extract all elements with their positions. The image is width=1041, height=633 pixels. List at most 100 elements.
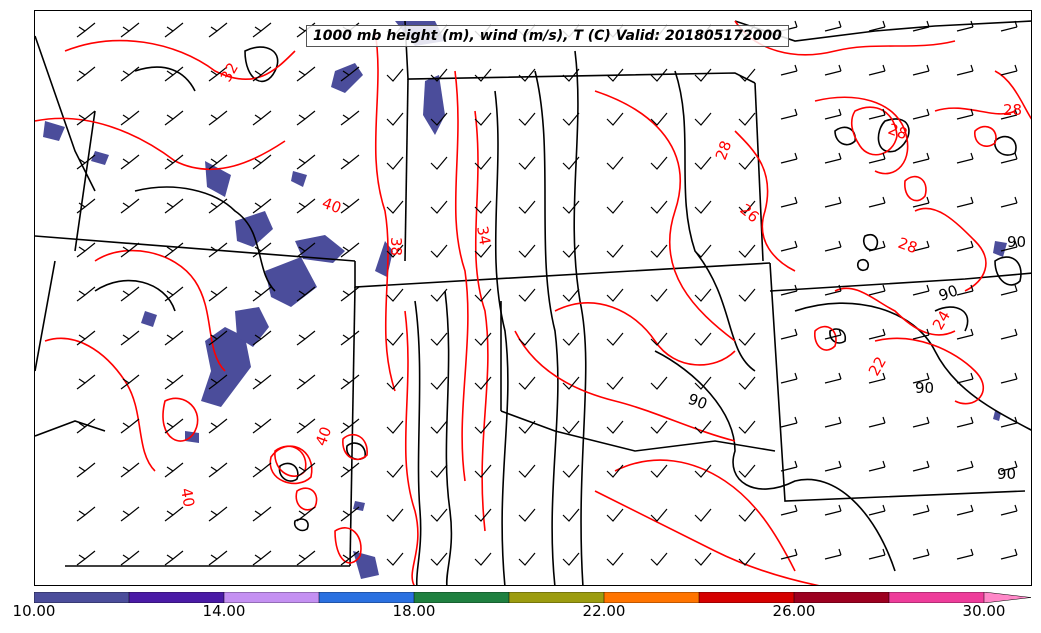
wind-barb-icon (296, 550, 316, 566)
wind-barb-icon (76, 374, 96, 390)
wind-barb-icon (430, 68, 448, 82)
wind-barb-icon (868, 548, 886, 560)
wind-barb-icon (738, 420, 756, 434)
wind-barb-icon (474, 332, 492, 346)
wind-barb-icon (120, 198, 140, 214)
wind-barb-icon (474, 112, 492, 126)
wind-barb-icon (868, 460, 886, 472)
wind-barb-icon (430, 288, 448, 302)
wind-barb-icon (912, 152, 930, 164)
wind-barb-icon (120, 330, 140, 346)
wind-barb-icon (164, 242, 184, 258)
wind-barb-icon (1000, 196, 1018, 208)
wind-barb-icon (956, 108, 974, 120)
wind-barb-icon (606, 376, 624, 390)
wind-barb-icon (252, 110, 272, 126)
wind-barb-icon (912, 548, 930, 560)
wind-barb-icon (824, 64, 842, 76)
wind-barb-icon (912, 460, 930, 472)
wind-barb-icon (386, 200, 404, 214)
temp-contour-label: 22 (865, 353, 890, 379)
wind-barb-icon (824, 240, 842, 252)
wind-barb-icon (164, 198, 184, 214)
wind-barb-icon (1000, 416, 1018, 428)
wind-barb-icon (252, 242, 272, 258)
wind-barb-icon (606, 552, 624, 566)
colorbar-tick-label: 14.00 (202, 602, 246, 620)
wind-barb-icon (956, 196, 974, 208)
wind-barb-icon (562, 552, 580, 566)
wind-barb-icon (296, 198, 316, 214)
wind-barb-icon (340, 418, 360, 434)
wind-barb-icon (120, 506, 140, 522)
wind-barb-icon (120, 22, 140, 38)
wind-speed-shading (43, 21, 1007, 579)
wind-barb-icon (76, 462, 96, 478)
wind-barb-icon (208, 66, 228, 82)
wind-barb-icon (518, 288, 536, 302)
wind-barb-icon (868, 240, 886, 252)
wind-barb-icon (252, 22, 272, 38)
wind-barb-icon (738, 552, 756, 566)
wind-barb-icon (252, 66, 272, 82)
wind-barb-icon (1000, 64, 1018, 76)
temp-contour-label: 38 (387, 237, 405, 256)
wind-barb-icon (650, 156, 668, 170)
height-contour-label: 90 (686, 390, 710, 413)
wind-barb-icon (430, 332, 448, 346)
wind-barb-icon (518, 244, 536, 258)
wind-barb-icon (164, 418, 184, 434)
wind-barb-icon (340, 330, 360, 346)
wind-barb-icon (340, 198, 360, 214)
height-contour-label: 90 (997, 465, 1016, 483)
wind-barb-icon (956, 152, 974, 164)
height-contours (94, 46, 1031, 585)
wind-barb-icon (606, 112, 624, 126)
colorbar-tick-label: 22.00 (582, 602, 626, 620)
wind-barb-icon (562, 332, 580, 346)
wind-barb-icon (1000, 108, 1018, 120)
temp-contour-label: 28 (886, 120, 910, 143)
wind-barb-icon (340, 66, 360, 82)
wind-barb-icon (386, 508, 404, 522)
wind-barb-icon (474, 464, 492, 478)
wind-barb-icon (386, 68, 404, 82)
wind-barb-icon (76, 66, 96, 82)
wind-barb-icon (296, 154, 316, 170)
wind-barb-icon (208, 550, 228, 566)
wind-barb-icon (252, 374, 272, 390)
temp-contour-label: 24 (929, 307, 954, 333)
wind-barb-icon (386, 288, 404, 302)
colorbar-swatch (983, 591, 1032, 604)
wind-barb-icon (340, 242, 360, 258)
wind-barb-icon (606, 244, 624, 258)
wind-barb-icon (1000, 284, 1018, 296)
wind-barb-icon (430, 420, 448, 434)
wind-barb-icon (474, 376, 492, 390)
wind-barb-icon (650, 200, 668, 214)
wind-barb-icon (912, 64, 930, 76)
wind-barb-icon (430, 156, 448, 170)
wind-barb-icon (824, 372, 842, 384)
wind-barb-icon (208, 198, 228, 214)
wind-barb-icon (956, 416, 974, 428)
wind-barb-icon (386, 244, 404, 258)
wind-barb-icon (386, 112, 404, 126)
wind-barb-icon (252, 462, 272, 478)
wind-barb-icon (824, 504, 842, 516)
wind-barb-icon (252, 550, 272, 566)
wind-barb-icon (120, 374, 140, 390)
wind-barb-icon (868, 196, 886, 208)
wind-barb-icon (956, 240, 974, 252)
wind-barb-icon (562, 156, 580, 170)
height-contour-label: 90 (915, 379, 934, 397)
wind-barb-icon (252, 330, 272, 346)
temp-contour-label: 28 (896, 234, 920, 257)
wind-barb-icon (562, 420, 580, 434)
wind-barb-icon (912, 240, 930, 252)
wind-barb-icon (694, 288, 712, 302)
wind-barb-icon (694, 156, 712, 170)
wind-barb-icon (694, 112, 712, 126)
wind-barb-icon (252, 154, 272, 170)
wind-barb-icon (650, 332, 668, 346)
